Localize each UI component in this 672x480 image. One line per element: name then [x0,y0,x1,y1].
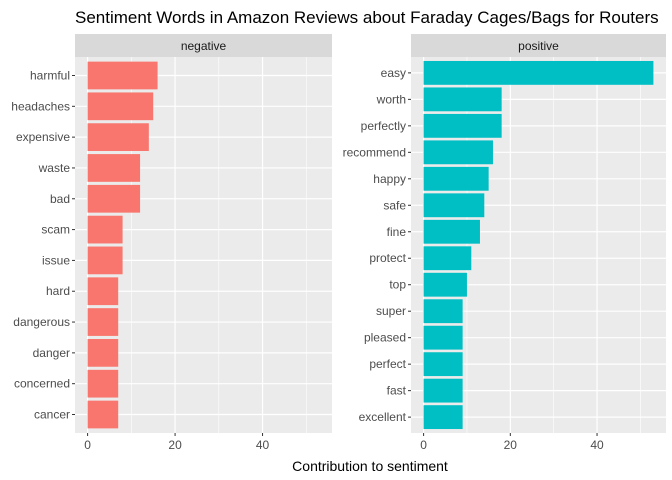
bar-negative-dangerous [87,308,119,336]
bar-negative-concerned [87,369,119,398]
bar-positive-perfect [423,352,463,377]
bar-positive-fine [423,219,480,244]
x-tick-label: 20 [168,438,182,452]
y-tick-label: hard [46,284,70,298]
x-tick-label: 20 [504,438,518,452]
bar-positive-top [423,272,467,297]
bar-positive-fast [423,378,463,403]
y-tick-label: recommend [343,145,406,159]
panel-background [411,57,666,433]
y-tick-label: excellent [359,410,407,424]
facet-strip [75,34,332,57]
x-tick-label: 0 [420,438,427,452]
bar-negative-scam [87,215,123,244]
y-tick-label: pleased [364,331,406,345]
bar-positive-recommend [423,140,493,165]
y-tick-label: harmful [30,68,70,82]
y-tick-label: issue [42,253,70,267]
y-tick-label: dangerous [13,315,70,329]
bar-positive-worth [423,87,502,112]
y-tick-label: cancer [34,408,70,422]
bar-negative-expensive [87,123,149,151]
y-tick-label: fast [387,384,407,398]
y-tick-label: scam [41,223,70,237]
y-tick-label: bad [50,192,70,206]
y-tick-label: worth [376,92,406,106]
y-tick-label: happy [373,172,406,186]
bar-negative-harmful [87,61,158,90]
bar-negative-bad [87,184,141,213]
bar-negative-waste [87,154,141,182]
bar-positive-super [423,299,463,324]
y-tick-label: perfect [369,357,406,371]
x-tick-label: 40 [256,438,270,452]
bar-negative-danger [87,339,119,367]
facet-strip [411,34,666,57]
bar-positive-perfectly [423,113,502,138]
chart-title: Sentiment Words in Amazon Reviews about … [75,8,659,27]
y-tick-label: expensive [16,130,70,144]
y-tick-label: waste [38,161,71,175]
bar-positive-protect [423,246,472,271]
bar-positive-easy [423,60,654,85]
x-axis-title: Contribution to sentiment [292,458,448,474]
y-tick-label: fine [387,225,407,239]
bar-negative-hard [87,277,119,306]
y-tick-label: top [389,278,406,292]
bar-positive-safe [423,193,485,218]
y-tick-label: easy [381,66,406,80]
y-tick-label: concerned [14,377,70,391]
y-tick-label: super [376,304,406,318]
bar-positive-excellent [423,405,463,430]
bar-negative-cancer [87,400,119,429]
bar-negative-issue [87,246,123,275]
y-tick-label: headaches [11,99,70,113]
facet-label: positive [518,39,559,53]
panel-positive: positive easy worth perfectly recommend happy… [343,34,666,452]
facet-label: negative [181,39,227,53]
y-tick-label: danger [33,346,70,360]
bar-positive-happy [423,166,489,191]
bar-negative-headaches [87,92,154,121]
y-tick-label: perfectly [361,119,406,133]
x-tick-label: 40 [590,438,604,452]
panel-negative: negative harmful headaches expensive waste ba… [11,34,332,452]
y-tick-label: safe [383,198,406,212]
bar-positive-pleased [423,325,463,350]
x-tick-label: 0 [84,438,91,452]
y-tick-label: protect [369,251,406,265]
chart-panels: negative harmful headaches expensive waste ba… [11,34,666,452]
